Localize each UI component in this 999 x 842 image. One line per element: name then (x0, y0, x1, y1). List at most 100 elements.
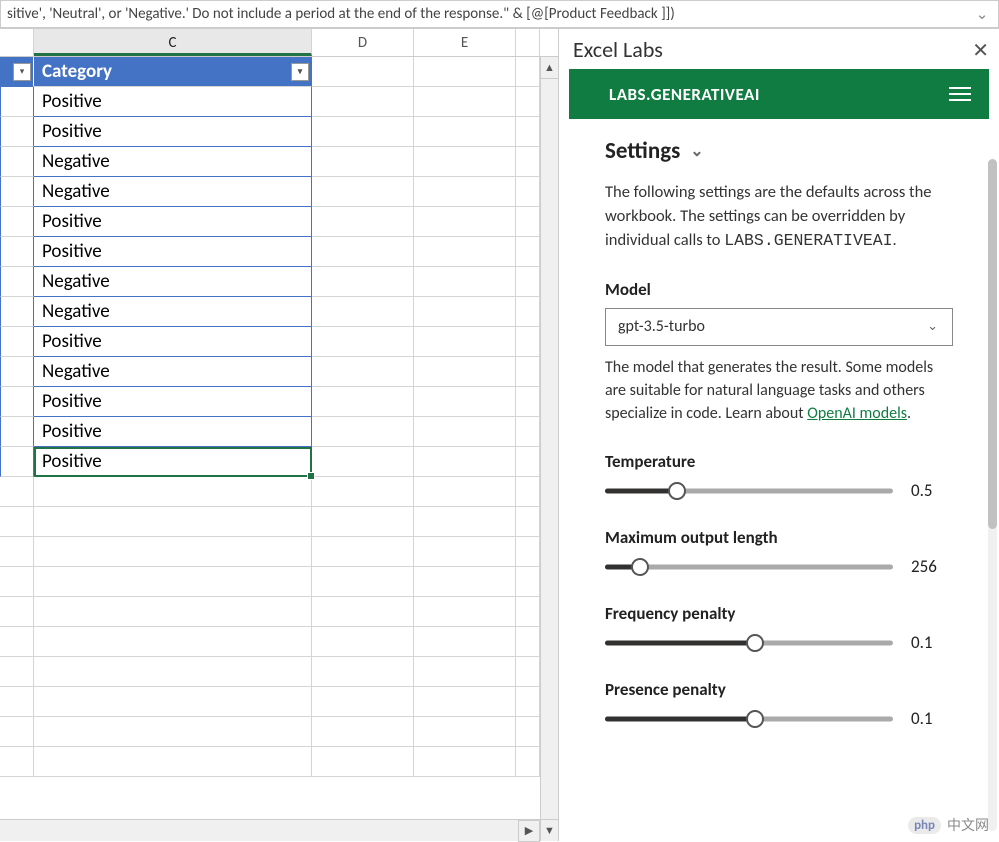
formula-expand-icon[interactable]: ⌄ (972, 5, 992, 24)
cell[interactable] (312, 417, 414, 447)
table-row[interactable]: Positive (0, 87, 558, 117)
cell[interactable] (414, 567, 516, 597)
cell[interactable] (34, 717, 312, 747)
scroll-down-icon[interactable]: ▼ (541, 819, 558, 841)
cell[interactable] (414, 117, 516, 147)
cell[interactable] (0, 717, 34, 747)
cell[interactable] (312, 57, 414, 87)
category-cell[interactable]: Positive (34, 447, 312, 477)
cell[interactable] (34, 537, 312, 567)
freq-slider[interactable] (605, 633, 893, 653)
cell[interactable] (414, 627, 516, 657)
cell[interactable] (312, 327, 414, 357)
cell[interactable] (516, 357, 540, 387)
cell[interactable] (34, 627, 312, 657)
cell[interactable] (0, 507, 34, 537)
cell[interactable] (312, 147, 414, 177)
cell[interactable] (34, 477, 312, 507)
pane-scrollbar-thumb[interactable] (988, 159, 997, 529)
pres-slider[interactable] (605, 709, 893, 729)
cell[interactable] (0, 237, 34, 267)
cell[interactable] (414, 387, 516, 417)
cell[interactable] (0, 327, 34, 357)
cell[interactable] (516, 147, 540, 177)
cell[interactable] (312, 747, 414, 777)
table-row[interactable]: Negative (0, 267, 558, 297)
cell[interactable] (414, 267, 516, 297)
cell[interactable] (516, 477, 540, 507)
category-cell[interactable]: Positive (34, 87, 312, 117)
cell[interactable] (34, 657, 312, 687)
cell[interactable] (312, 627, 414, 657)
filter-dropdown-icon[interactable]: ▾ (291, 63, 309, 81)
cell[interactable] (414, 147, 516, 177)
settings-heading[interactable]: Settings ⌄ (605, 137, 953, 165)
cell[interactable] (414, 87, 516, 117)
table-header-category[interactable]: Category ▾ (34, 57, 312, 87)
cell[interactable] (312, 267, 414, 297)
cell[interactable] (0, 447, 34, 477)
cell[interactable] (34, 567, 312, 597)
maxlen-slider[interactable] (605, 557, 893, 577)
cell[interactable] (0, 657, 34, 687)
cell[interactable] (414, 657, 516, 687)
empty-row[interactable] (0, 567, 558, 597)
cell[interactable] (516, 537, 540, 567)
table-row[interactable]: Positive (0, 327, 558, 357)
table-row[interactable]: Positive (0, 387, 558, 417)
cell[interactable] (312, 87, 414, 117)
col-header-e[interactable]: E (414, 29, 516, 56)
cell[interactable] (312, 357, 414, 387)
cell[interactable] (414, 237, 516, 267)
category-cell[interactable]: Positive (34, 207, 312, 237)
cell[interactable] (312, 477, 414, 507)
cell[interactable] (312, 177, 414, 207)
cell[interactable] (414, 297, 516, 327)
cell[interactable] (414, 417, 516, 447)
cell[interactable] (516, 237, 540, 267)
empty-row[interactable] (0, 627, 558, 657)
empty-row[interactable] (0, 477, 558, 507)
scroll-track[interactable] (541, 79, 558, 819)
formula-bar[interactable]: sitive', 'Neutral', or 'Negative.' Do no… (0, 0, 999, 28)
table-row[interactable]: Positive (0, 417, 558, 447)
cell[interactable] (516, 717, 540, 747)
empty-row[interactable] (0, 597, 558, 627)
table-row[interactable]: Negative (0, 177, 558, 207)
col-header-d[interactable]: D (312, 29, 414, 56)
col-header-blank[interactable] (0, 29, 34, 56)
category-cell[interactable]: Negative (34, 147, 312, 177)
category-cell[interactable]: Negative (34, 267, 312, 297)
cell[interactable] (0, 567, 34, 597)
cell[interactable] (0, 387, 34, 417)
horizontal-scrollbar[interactable]: ▶ (0, 819, 540, 841)
category-cell[interactable]: Negative (34, 177, 312, 207)
cell[interactable] (516, 657, 540, 687)
cell[interactable] (414, 357, 516, 387)
cell[interactable] (312, 717, 414, 747)
table-row[interactable]: Positive (0, 117, 558, 147)
cell[interactable] (312, 117, 414, 147)
cell[interactable] (0, 297, 34, 327)
cell[interactable] (0, 747, 34, 777)
category-cell[interactable]: Positive (34, 117, 312, 147)
cell[interactable] (0, 267, 34, 297)
cell[interactable] (414, 687, 516, 717)
table-row[interactable]: Negative (0, 297, 558, 327)
cell[interactable] (312, 237, 414, 267)
cell[interactable] (34, 687, 312, 717)
empty-row[interactable] (0, 747, 558, 777)
pane-scrollbar[interactable] (988, 159, 997, 831)
table-header-dropdown-col[interactable]: ▾ (0, 57, 34, 87)
chevron-down-icon[interactable]: ⌄ (690, 141, 703, 161)
cell[interactable] (516, 417, 540, 447)
scroll-right-icon[interactable]: ▶ (518, 820, 540, 842)
cell[interactable] (414, 447, 516, 477)
grid[interactable]: ▾ Category ▾ PositivePositiveNegativeNeg… (0, 57, 558, 777)
worksheet[interactable]: C D E ▾ Category ▾ PositivePositiveNegat… (0, 28, 558, 841)
cell[interactable] (34, 597, 312, 627)
cell[interactable] (414, 747, 516, 777)
cell[interactable] (0, 687, 34, 717)
cell[interactable] (516, 507, 540, 537)
vertical-scrollbar[interactable]: ▲ ▼ (540, 57, 558, 841)
